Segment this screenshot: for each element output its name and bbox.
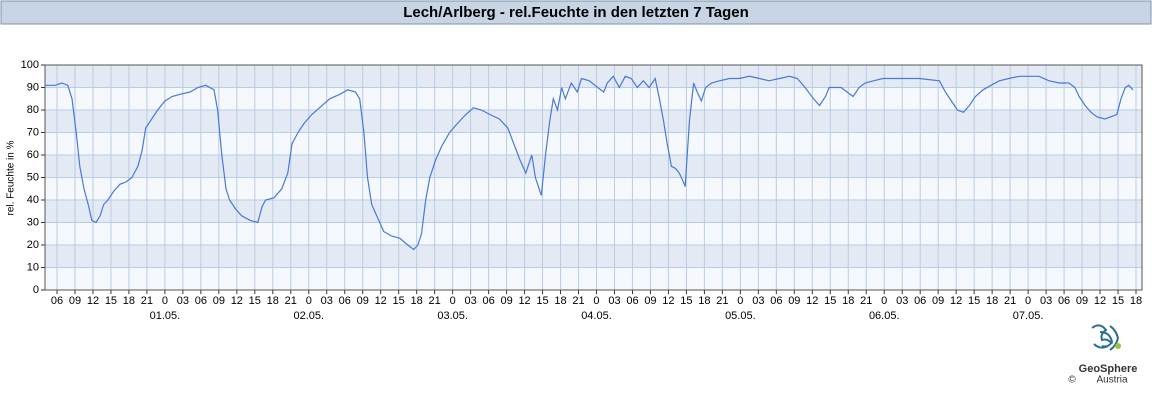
y-tick-label: 30 xyxy=(27,216,39,228)
copyright: © xyxy=(1068,375,1076,386)
x-tick-label: 15 xyxy=(1112,295,1124,307)
y-tick-label: 20 xyxy=(27,239,39,251)
band xyxy=(45,200,1142,223)
x-tick-label: 06 xyxy=(195,295,207,307)
y-tick-label: 40 xyxy=(27,194,39,206)
x-tick-label: 18 xyxy=(698,295,710,307)
date-label: 05.05. xyxy=(725,310,756,322)
x-tick-label: 21 xyxy=(860,295,872,307)
x-tick-label: 03 xyxy=(1040,295,1052,307)
x-tick-label: 18 xyxy=(1130,295,1142,307)
x-tick-label: 21 xyxy=(572,295,584,307)
x-tick-label: 06 xyxy=(626,295,638,307)
x-tick-label: 09 xyxy=(500,295,512,307)
x-tick-label: 18 xyxy=(986,295,998,307)
x-tick-label: 09 xyxy=(357,295,369,307)
x-tick-label: 15 xyxy=(249,295,261,307)
x-tick-label: 21 xyxy=(716,295,728,307)
date-label: 03.05. xyxy=(437,310,468,322)
x-tick-label: 06 xyxy=(339,295,351,307)
x-tick-label: 03 xyxy=(896,295,908,307)
x-tick-label: 0 xyxy=(162,295,168,307)
y-tick-label: 80 xyxy=(27,104,39,116)
x-tick-label: 0 xyxy=(737,295,743,307)
x-tick-label: 12 xyxy=(87,295,99,307)
x-tick-label: 15 xyxy=(105,295,117,307)
x-tick-label: 15 xyxy=(393,295,405,307)
y-tick-label: 60 xyxy=(27,149,39,161)
x-tick-label: 21 xyxy=(141,295,153,307)
x-tick-label: 12 xyxy=(806,295,818,307)
y-tick-label: 100 xyxy=(21,59,39,71)
x-tick-label: 03 xyxy=(321,295,333,307)
title-bar xyxy=(0,0,1152,25)
y-tick-label: 0 xyxy=(33,284,39,296)
x-tick-label: 09 xyxy=(932,295,944,307)
x-tick-label: 18 xyxy=(842,295,854,307)
x-tick-label: 0 xyxy=(306,295,312,307)
x-tick-label: 15 xyxy=(680,295,692,307)
x-tick-label: 18 xyxy=(411,295,423,307)
x-tick-label: 03 xyxy=(752,295,764,307)
y-axis-label: rel. Feuchte in % xyxy=(6,140,17,215)
x-tick-label: 21 xyxy=(429,295,441,307)
logo-icon xyxy=(1091,324,1120,351)
x-tick-label: 21 xyxy=(1004,295,1016,307)
humidity-line xyxy=(45,75,1134,251)
x-tick-label: 03 xyxy=(608,295,620,307)
band xyxy=(45,110,1142,133)
y-tick-label: 50 xyxy=(27,171,39,183)
x-tick-label: 09 xyxy=(1076,295,1088,307)
x-tick-label: 06 xyxy=(914,295,926,307)
x-tick-label: 18 xyxy=(554,295,566,307)
x-tick-label: 21 xyxy=(285,295,297,307)
band xyxy=(45,155,1142,178)
date-label: 04.05. xyxy=(581,310,612,322)
x-tick-label: 0 xyxy=(1025,295,1031,307)
plot-frame xyxy=(44,64,1143,291)
x-tick-label: 12 xyxy=(375,295,387,307)
date-label: 06.05. xyxy=(869,310,900,322)
date-label: 02.05. xyxy=(293,310,324,322)
chart-title: Lech/Arlberg - rel.Feuchte in den letzte… xyxy=(403,4,749,21)
x-tick-label: 0 xyxy=(593,295,599,307)
x-tick-label: 06 xyxy=(482,295,494,307)
x-tick-label: 15 xyxy=(824,295,836,307)
x-tick-label: 12 xyxy=(950,295,962,307)
logo-dot xyxy=(1115,343,1121,349)
x-tick-label: 15 xyxy=(536,295,548,307)
y-tick-label: 90 xyxy=(27,81,39,93)
x-tick-label: 09 xyxy=(788,295,800,307)
date-label: 01.05. xyxy=(150,310,181,322)
x-tick-label: 12 xyxy=(1094,295,1106,307)
x-tick-label: 09 xyxy=(644,295,656,307)
x-tick-label: 06 xyxy=(770,295,782,307)
x-tick-label: 15 xyxy=(968,295,980,307)
x-tick-label: 12 xyxy=(231,295,243,307)
x-tick-label: 09 xyxy=(213,295,225,307)
date-label: 07.05. xyxy=(1013,310,1044,322)
logo-name: GeoSphere xyxy=(1079,363,1138,375)
logo: GeoSphere Austria © xyxy=(1068,324,1138,386)
x-tick-label: 03 xyxy=(464,295,476,307)
x-tick-label: 18 xyxy=(267,295,279,307)
x-tick-label: 12 xyxy=(518,295,530,307)
y-tick-label: 10 xyxy=(27,261,39,273)
x-tick-label: 12 xyxy=(662,295,674,307)
y-tick-label: 70 xyxy=(27,126,39,138)
logo-sub: Austria xyxy=(1096,375,1128,386)
x-tick-label: 09 xyxy=(69,295,81,307)
x-tick-label: 03 xyxy=(177,295,189,307)
x-tick-label: 0 xyxy=(450,295,456,307)
x-tick-label: 06 xyxy=(1058,295,1070,307)
x-tick-label: 18 xyxy=(123,295,135,307)
x-tick-label: 06 xyxy=(51,295,63,307)
x-tick-label: 0 xyxy=(881,295,887,307)
band xyxy=(45,245,1142,268)
